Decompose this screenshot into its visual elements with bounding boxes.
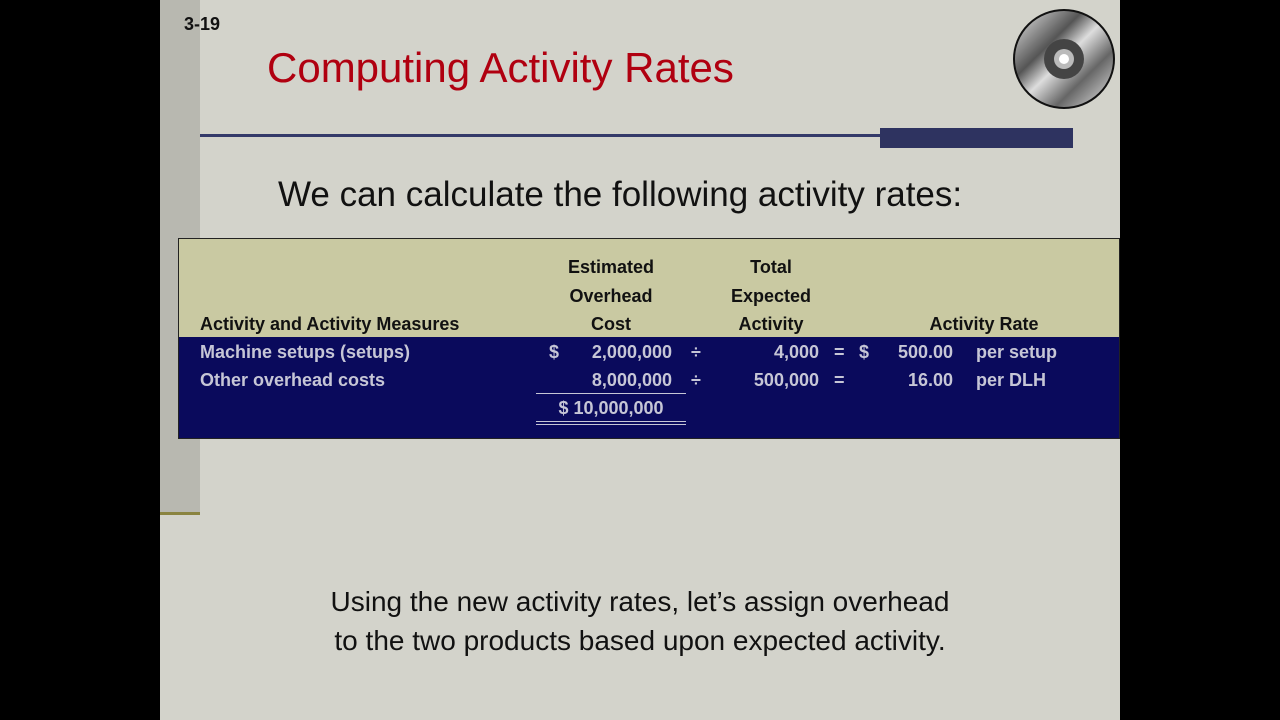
rate-currency: $: [859, 342, 870, 362]
cost-value: 8,000,000: [591, 370, 672, 390]
cost-currency: $: [549, 342, 560, 362]
activity-rates-table: Estimated Overhead Cost Total Expected A…: [178, 238, 1120, 439]
equals-sign: =: [834, 342, 845, 362]
header-cost-2: Overhead: [569, 286, 653, 306]
activity-value: 4,000: [773, 342, 819, 362]
rate-value: 500.00: [897, 342, 953, 362]
header-cost-3: Cost: [591, 314, 631, 334]
cd-disc-icon: [1013, 9, 1115, 109]
divide-sign: ÷: [691, 370, 701, 390]
slide-number: 3-19: [184, 14, 221, 34]
rate-unit: per setup: [976, 342, 1058, 362]
header-expected-3: Activity: [738, 314, 804, 334]
slide: 3-19 Computing Activity Rates We can cal…: [160, 0, 1120, 720]
slide-title: Computing Activity Rates: [267, 44, 734, 91]
cost-value: 2,000,000: [591, 342, 672, 362]
header-rate: Activity Rate: [929, 314, 1039, 334]
slide-subtitle: We can calculate the following activity …: [278, 175, 963, 214]
title-rule: [200, 134, 880, 137]
header-expected-2: Expected: [730, 286, 812, 306]
divide-sign: ÷: [691, 342, 701, 362]
total-cost: $ 10,000,000: [558, 398, 664, 418]
row-label: Machine setups (setups): [200, 342, 411, 362]
slide-footer: Using the new activity rates, let’s assi…: [160, 582, 1120, 660]
rate-unit: per DLH: [976, 370, 1047, 390]
footer-line: Using the new activity rates, let’s assi…: [330, 586, 950, 617]
row-label: Other overhead costs: [200, 370, 386, 390]
footer-line: to the two products based upon expected …: [334, 625, 946, 656]
table-header: Estimated Overhead Cost Total Expected A…: [179, 239, 1119, 337]
header-expected-1: Total: [750, 257, 792, 277]
subtotal-rule: [536, 393, 686, 394]
equals-sign: =: [834, 370, 845, 390]
total-double-rule: [536, 421, 686, 425]
rate-value: 16.00: [907, 370, 953, 390]
header-cost-1: Estimated: [567, 257, 655, 277]
activity-value: 500,000: [753, 370, 819, 390]
accent-bar: [880, 128, 1073, 148]
header-activity: Activity and Activity Measures: [200, 314, 460, 334]
